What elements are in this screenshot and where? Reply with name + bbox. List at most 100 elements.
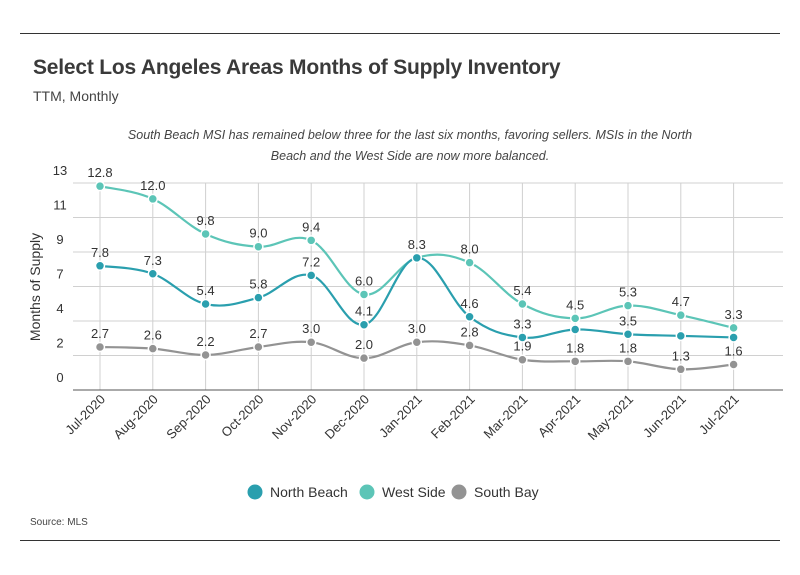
- north-beach-point: [517, 332, 528, 343]
- west-side-data-label: 3.3: [725, 307, 743, 322]
- south-bay-data-label: 1.3: [672, 348, 690, 363]
- south-bay-point: [411, 336, 423, 348]
- x-tick-label: Jun-2021: [640, 392, 689, 441]
- north-beach-point: [200, 298, 211, 310]
- north-beach-point: [411, 252, 423, 264]
- south-bay-point: [728, 359, 739, 370]
- x-tick-label: Jul-2020: [62, 392, 108, 438]
- west-side-data-label: 4.7: [672, 294, 690, 309]
- west-side-point: [675, 309, 687, 321]
- south-bay-point: [147, 343, 159, 354]
- south-bay-point: [464, 340, 475, 351]
- north-beach-data-label: 7.8: [91, 245, 109, 260]
- south-bay-point: [94, 341, 106, 353]
- west-side-data-label: 9.8: [197, 213, 215, 228]
- x-tick-label: Oct-2020: [218, 392, 266, 440]
- north-beach-data-label: 7.2: [302, 254, 320, 269]
- x-tick-label: Nov-2020: [269, 392, 319, 442]
- west-side-data-label: 9.4: [302, 219, 320, 234]
- x-tick-label: Aug-2020: [110, 392, 160, 442]
- south-bay-point: [253, 341, 264, 353]
- south-bay-data-label: 1.8: [566, 340, 584, 355]
- legend-marker-south-bay: [451, 484, 467, 500]
- north-beach-point: [464, 311, 475, 323]
- top-rule: [20, 33, 780, 34]
- west-side-point: [200, 228, 211, 240]
- west-side-data-label: 8.0: [461, 242, 479, 257]
- south-bay-point: [622, 356, 634, 367]
- y-tick-label: 4: [56, 301, 63, 316]
- north-beach-data-label: 5.4: [197, 283, 215, 298]
- south-bay-point: [358, 352, 370, 364]
- south-bay-point: [200, 349, 211, 361]
- legend-label-west-side: West Side: [382, 484, 446, 500]
- west-side-data-label: 12.0: [140, 178, 165, 193]
- west-side-data-label: 12.8: [87, 165, 112, 180]
- west-side-point: [94, 180, 106, 192]
- legend-label-north-beach: North Beach: [270, 484, 348, 500]
- west-side-data-label: 5.4: [513, 283, 531, 298]
- west-side-data-label: 8.3: [408, 237, 426, 252]
- north-beach-data-label: 4.6: [461, 296, 479, 311]
- x-tick-label: Mar-2021: [481, 392, 531, 442]
- west-side-point: [305, 235, 317, 246]
- y-tick-label: 9: [56, 232, 63, 247]
- legend-label-south-bay: South Bay: [474, 484, 539, 500]
- north-beach-point: [675, 330, 687, 342]
- south-bay-data-label: 3.0: [302, 321, 320, 336]
- west-side-point: [253, 241, 264, 252]
- south-bay-data-label: 2.7: [249, 326, 267, 341]
- south-bay-data-label: 2.7: [91, 326, 109, 341]
- x-tick-label: Feb-2021: [428, 392, 478, 442]
- south-bay-data-label: 2.8: [461, 324, 479, 339]
- source-note: Source: MLS: [30, 517, 88, 528]
- north-beach-point: [94, 260, 106, 272]
- axis-layer: 0 2 4 7 9 11 13 Jul-2020 Aug-2020 Sep-2020 Oct-202…: [27, 163, 783, 443]
- west-side-data-label: 6.0: [355, 273, 373, 288]
- y-tick-label: 2: [56, 336, 63, 351]
- south-bay-data-label: 2.6: [144, 328, 162, 343]
- south-bay-data-label: 1.9: [513, 339, 531, 354]
- west-side-point: [517, 298, 528, 310]
- north-beach-data-label: 5.8: [249, 277, 267, 292]
- south-bay-point: [305, 336, 317, 348]
- north-beach-point: [358, 319, 370, 330]
- south-bay-data-label: 1.6: [725, 344, 743, 359]
- x-tick-label: Jan-2021: [376, 392, 425, 441]
- legend-marker-west-side: [359, 484, 375, 500]
- south-bay-point: [517, 354, 528, 365]
- x-tick-label: Sep-2020: [163, 392, 213, 442]
- west-side-data-label: 9.0: [249, 226, 267, 241]
- legend: North Beach West Side South Bay: [247, 484, 539, 500]
- south-bay-data-label: 3.0: [408, 321, 426, 336]
- north-beach-point: [147, 268, 159, 280]
- x-tick-label: Apr-2021: [535, 392, 583, 440]
- grid-layer: [73, 182, 783, 390]
- y-tick-label: 11: [53, 198, 67, 213]
- bottom-rule: [20, 540, 780, 541]
- y-tick-label: 0: [56, 370, 63, 385]
- x-tick-label: Jul-2021: [696, 392, 742, 438]
- west-side-point: [358, 289, 370, 300]
- west-side-data-label: 4.5: [566, 297, 584, 312]
- west-side-point: [464, 257, 475, 268]
- north-beach-point: [728, 332, 739, 343]
- chart-subtitle: TTM, Monthly: [33, 88, 119, 104]
- chart-title: Select Los Angeles Areas Months of Suppl…: [33, 56, 561, 79]
- legend-marker-north-beach: [247, 484, 263, 500]
- south-bay-point: [569, 356, 581, 367]
- west-side-data-label: 5.3: [619, 285, 637, 300]
- north-beach-data-label: 3.5: [619, 313, 637, 328]
- north-beach-data-label: 4.1: [355, 304, 373, 319]
- label-layer: 7.8 7.3 5.4 5.8 7.2 4.1 4.6 3.3 3.5 12.8 12.0 9.8 9.…: [87, 165, 742, 363]
- north-beach-data-label: 7.3: [144, 253, 162, 268]
- west-side-point: [622, 300, 634, 311]
- north-beach-point: [253, 292, 264, 303]
- north-beach-point: [622, 329, 634, 340]
- y-tick-label: 13: [53, 163, 67, 178]
- north-beach-point: [569, 324, 581, 335]
- north-beach-point: [305, 270, 317, 281]
- south-bay-data-label: 1.8: [619, 340, 637, 355]
- chart-annotation: South Beach MSI has remained below three…: [127, 128, 693, 163]
